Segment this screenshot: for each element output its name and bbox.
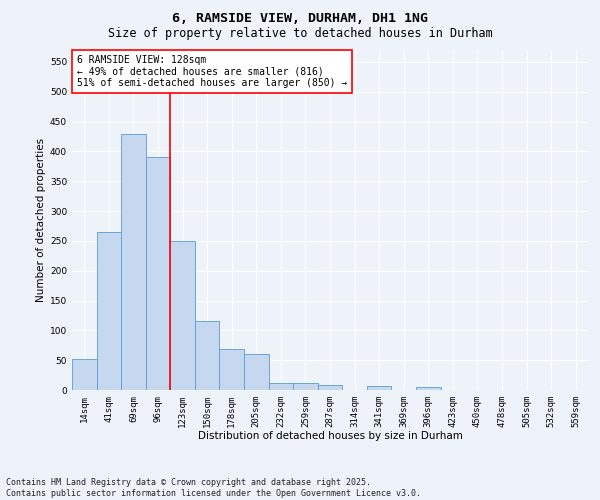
Bar [72,359,97,390]
Text: Size of property relative to detached houses in Durham: Size of property relative to detached ho… [107,28,493,40]
Text: 6, RAMSIDE VIEW, DURHAM, DH1 1NG: 6, RAMSIDE VIEW, DURHAM, DH1 1NG [172,12,428,26]
Bar [244,354,269,390]
Bar [97,232,121,390]
Text: Contains HM Land Registry data © Crown copyright and database right 2025.
Contai: Contains HM Land Registry data © Crown c… [6,478,421,498]
Bar [170,241,195,390]
Bar [269,383,293,390]
Bar [121,134,146,390]
Bar [220,350,244,390]
Bar [367,386,391,390]
Bar [146,158,170,390]
Bar [318,385,342,390]
Text: 6 RAMSIDE VIEW: 128sqm
← 49% of detached houses are smaller (816)
51% of semi-de: 6 RAMSIDE VIEW: 128sqm ← 49% of detached… [77,55,347,88]
X-axis label: Distribution of detached houses by size in Durham: Distribution of detached houses by size … [197,432,463,442]
Bar [195,322,220,390]
Bar [416,387,440,390]
Y-axis label: Number of detached properties: Number of detached properties [36,138,46,302]
Bar [293,383,318,390]
